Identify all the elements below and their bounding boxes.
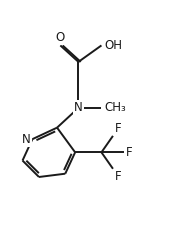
Text: F: F: [115, 170, 121, 183]
Text: OH: OH: [104, 39, 122, 52]
Text: N: N: [74, 101, 83, 114]
Text: F: F: [126, 146, 133, 159]
Text: N: N: [22, 133, 31, 146]
Text: O: O: [56, 31, 65, 44]
Text: CH₃: CH₃: [104, 101, 126, 114]
Text: F: F: [115, 122, 121, 135]
